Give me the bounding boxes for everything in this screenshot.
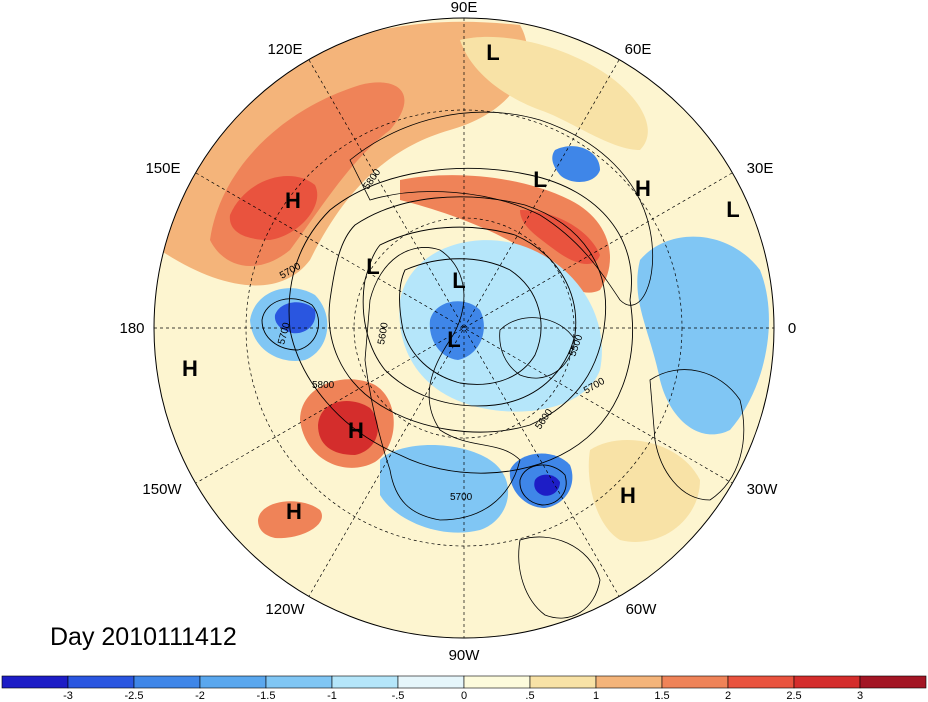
- meridian-30e-150w: [195, 172, 733, 484]
- meridian-150e-30w: [195, 172, 733, 484]
- parallel-60n: [353, 217, 575, 439]
- parallel-30n: [245, 109, 683, 547]
- colorbar-tick-label: 1: [593, 690, 599, 702]
- lon-label-150e: 150E: [145, 160, 180, 177]
- lon-label-120e: 120E: [267, 41, 302, 58]
- warm-anomaly-center: [229, 176, 318, 240]
- contour-label-5700-south: 5700: [450, 492, 473, 503]
- coastline-north-america: [364, 247, 521, 521]
- contour-5600: [362, 226, 577, 407]
- graticule: [154, 18, 774, 638]
- colorbar-swatch: [793, 675, 861, 689]
- colorbar-tick-label: 2: [725, 690, 731, 702]
- marker-h-scandinavia: H: [635, 176, 651, 201]
- map-title: Day 2010111412: [50, 623, 237, 651]
- colorbar-tick-label: -1.5: [257, 690, 276, 702]
- marker-h-pacific-west: H: [182, 356, 198, 381]
- meridian-120e-60w: [308, 59, 620, 597]
- colorbar-swatch: [133, 675, 201, 689]
- contour-label-5800-south: 5800: [312, 380, 335, 391]
- warm-anomaly-gulf-alaska-core: [318, 401, 378, 455]
- colorbar-swatch: [529, 675, 597, 689]
- coastline-greenland: [499, 317, 576, 379]
- cold-anomaly-arctic: [399, 240, 602, 412]
- colorbar-tick-label: -2.5: [125, 690, 144, 702]
- cold-anomaly-pole: [429, 301, 484, 360]
- lon-label-60e: 60E: [625, 41, 652, 58]
- lon-label-180: 180: [119, 320, 144, 337]
- marker-h-atlantic: H: [620, 483, 636, 508]
- warm-anomaly-europe-core: [520, 210, 600, 265]
- colorbar-tick-label: 2.5: [786, 690, 801, 702]
- contour-labels: 5800 5700 5700 5600 5800 5600 5700 5700 …: [276, 167, 607, 503]
- lon-label-90e: 90E: [451, 0, 478, 16]
- colorbar-swatch: [67, 675, 135, 689]
- colorbar-swatch: [199, 675, 267, 689]
- contour-5500: [399, 258, 542, 385]
- lon-label-0: 0: [788, 320, 796, 337]
- colorbar-tick-label: -1: [327, 690, 337, 702]
- colorbar-tick-label: 3: [857, 690, 863, 702]
- longitude-labels: 90E 60E 30E 0 30W 60W 90W 120W 150W 180 …: [119, 0, 796, 664]
- colorbar-tick-label: -2: [195, 690, 205, 702]
- colorbar-swatch: [397, 675, 465, 689]
- lon-label-120w: 120W: [265, 601, 305, 618]
- cold-anomaly-europe: [637, 236, 769, 435]
- contour-label-5600-west: 5600: [376, 321, 391, 345]
- colorbar-swatch: [1, 675, 69, 689]
- colorbar: -3 -2.5 -2 -1.5 -1 -.5 0 .5 1 1.5 2 2.5 3: [1, 675, 927, 702]
- marker-h-pacific-south: H: [286, 499, 302, 524]
- marker-h-east-siberia: H: [285, 188, 301, 213]
- warm-anomaly-europe: [400, 175, 610, 293]
- height-contours: [261, 167, 633, 506]
- coastline-south-america: [518, 536, 601, 619]
- cold-anomaly-north-america: [380, 445, 509, 533]
- colorbar-swatch: [331, 675, 399, 689]
- cold-anomaly-atlantic-low-core: [534, 474, 560, 496]
- marker-l-pole: L: [447, 327, 460, 352]
- lon-label-30w: 30W: [747, 481, 779, 498]
- colorbar-swatch: [595, 675, 663, 689]
- lon-label-150w: 150W: [142, 481, 182, 498]
- pressure-centers: L H L H L L L L H H H H: [182, 40, 740, 524]
- contour-5700: [328, 196, 607, 433]
- warm-anomaly-north-russia: [460, 36, 648, 150]
- contour-low-atlantic: [519, 464, 567, 506]
- meridian-60e-120w: [308, 59, 620, 597]
- marker-l-arctic: L: [452, 268, 465, 293]
- lon-label-30e: 30E: [747, 160, 774, 177]
- marker-l-europe: L: [726, 197, 739, 222]
- colorbar-swatch: [727, 675, 795, 689]
- colorbar-tick-label: .5: [525, 690, 534, 702]
- coastline-africa: [649, 369, 745, 501]
- lon-label-90w: 90W: [449, 647, 481, 664]
- colorbar-tick-label: -.5: [392, 690, 405, 702]
- colorbar-swatch: [661, 675, 729, 689]
- colorbar-swatch: [265, 675, 333, 689]
- warm-anomaly-pacific-south: [258, 501, 322, 539]
- colorbar-swatch: [463, 675, 531, 689]
- colorbar-tick-label: 0: [461, 690, 467, 702]
- colorbar-tick-label: -3: [63, 690, 73, 702]
- colorbar-swatch: [859, 675, 927, 689]
- colorbar-tick-label: 1.5: [654, 690, 669, 702]
- map-boundary: [153, 17, 775, 639]
- lon-label-60w: 60W: [626, 601, 658, 618]
- cold-anomaly-pacific-low-core: [274, 302, 316, 334]
- warm-anomaly-atlantic: [588, 440, 700, 542]
- marker-h-gulf-alaska: H: [348, 418, 364, 443]
- marker-l-ural: L: [533, 167, 546, 192]
- marker-l-siberia-north: L: [486, 40, 499, 65]
- marker-l-east-siberia-arctic: L: [366, 254, 379, 279]
- contour-5800-outer: [288, 167, 633, 474]
